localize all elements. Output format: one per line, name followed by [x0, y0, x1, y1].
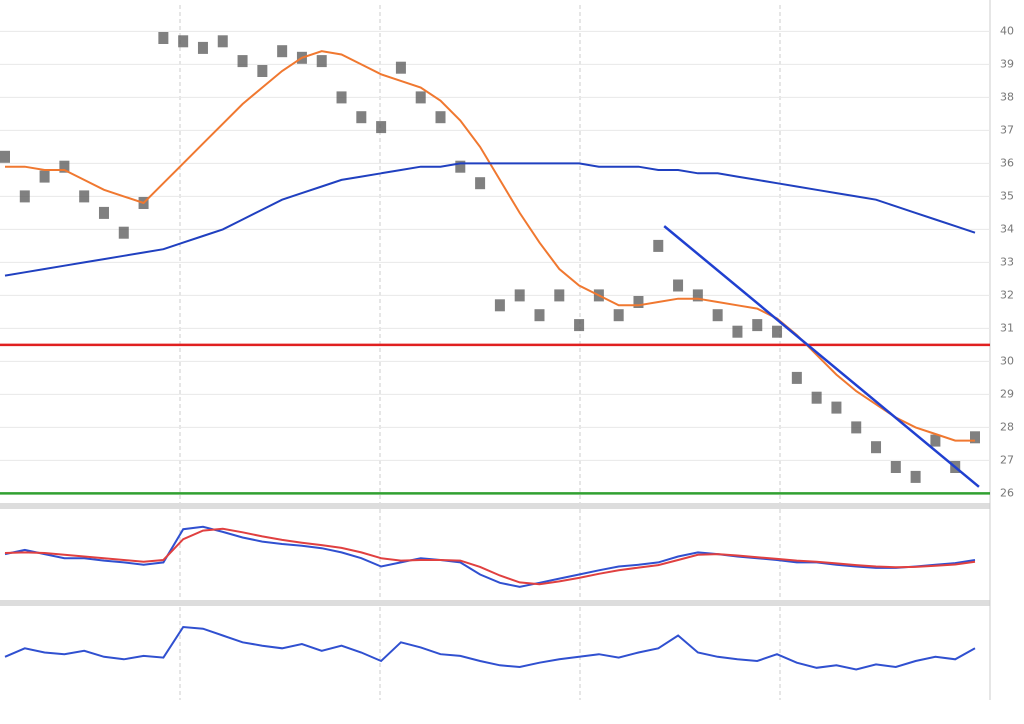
y-tick-label: 33	[1000, 255, 1014, 268]
price-bar	[59, 160, 70, 173]
series-line	[4, 625, 976, 671]
price-bar	[613, 309, 624, 322]
price-bar	[39, 170, 50, 183]
price-bar	[237, 55, 248, 68]
price-bar	[930, 434, 941, 447]
price-bar	[811, 391, 822, 404]
y-tick-label: 34	[1000, 222, 1014, 235]
price-bar	[0, 150, 10, 163]
price-bar	[574, 319, 585, 332]
price-bar	[376, 121, 387, 134]
price-bar	[336, 91, 347, 104]
y-tick-label: 40	[1000, 24, 1014, 37]
price-bar	[712, 309, 723, 322]
price-bar	[494, 299, 505, 312]
price-bar	[356, 111, 367, 124]
price-bar	[19, 190, 30, 203]
price-bar	[970, 431, 980, 444]
trend-line	[663, 225, 980, 488]
price-bar	[732, 325, 743, 338]
y-tick-label: 28	[1000, 420, 1014, 433]
price-bar	[118, 226, 129, 239]
price-bar	[554, 289, 565, 302]
y-tick-label: 32	[1000, 288, 1014, 301]
y-tick-label: 27	[1000, 453, 1014, 466]
price-bar	[692, 289, 703, 302]
price-bar	[435, 111, 446, 124]
y-tick-label: 29	[1000, 387, 1014, 400]
price-bar	[178, 35, 189, 48]
price-bar	[752, 319, 763, 332]
price-bar	[871, 441, 882, 454]
time-grid	[179, 5, 781, 700]
price-bar	[257, 65, 268, 77]
price-bar	[910, 470, 921, 483]
price-bar	[514, 289, 525, 302]
price-bar	[316, 55, 327, 68]
price-bar	[395, 61, 406, 74]
panel-divider	[0, 503, 990, 509]
series-line	[4, 527, 976, 586]
panel-divider	[0, 600, 990, 606]
y-tick-label: 26	[1000, 486, 1014, 499]
y-tick-label: 31	[1000, 321, 1014, 334]
price-bar	[415, 91, 426, 104]
price-bar	[98, 206, 109, 219]
price-bar	[475, 177, 486, 190]
price-bar	[158, 32, 169, 44]
y-tick-label: 35	[1000, 189, 1014, 202]
price-bar	[791, 371, 802, 384]
price-bar	[633, 296, 644, 308]
y-tick-label: 38	[1000, 90, 1014, 103]
series-line	[4, 162, 976, 277]
y-tick-label: 36	[1000, 156, 1014, 169]
y-tick-label: 30	[1000, 354, 1014, 367]
price-bar	[79, 190, 90, 203]
price-bar	[197, 41, 208, 54]
y-tick-label: 37	[1000, 123, 1014, 136]
price-bar	[653, 239, 664, 252]
price-bar	[890, 461, 901, 473]
price-bar	[455, 160, 466, 173]
price-bar	[851, 421, 862, 434]
price-bar	[673, 279, 684, 292]
y-tick-label: 39	[1000, 57, 1014, 70]
price-bar	[831, 401, 842, 414]
price-bar	[217, 35, 228, 48]
price-bar	[534, 309, 545, 322]
price-bar	[772, 325, 783, 338]
price-bar	[277, 45, 288, 58]
